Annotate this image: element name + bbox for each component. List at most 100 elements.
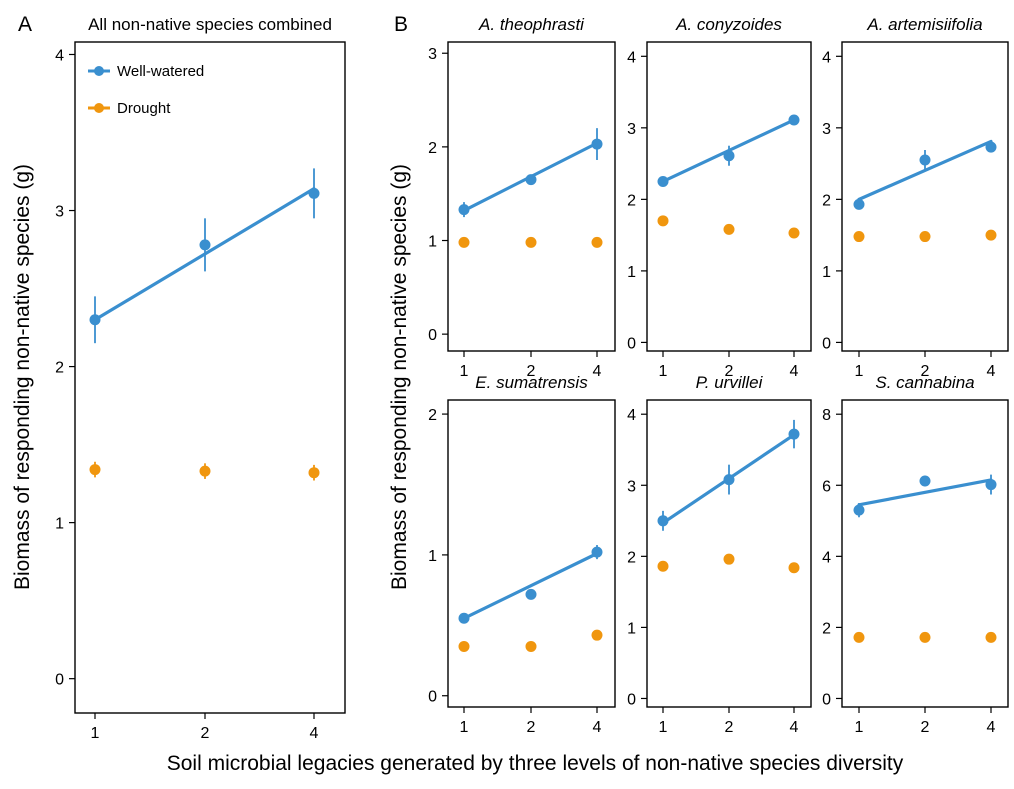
data-point-drought [657,215,669,227]
data-point-drought [919,231,931,243]
data-point-well-watered [985,479,997,491]
panel-letter-b: B [394,13,408,36]
y-tick-label: 1 [627,264,636,281]
x-tick-label: 2 [201,725,210,742]
y-tick-label: 0 [627,691,636,708]
x-tick-label: 4 [593,363,602,380]
y-tick-label: 1 [428,234,437,251]
data-point-drought [458,236,470,248]
x-tick-label: 1 [855,363,864,380]
legend-marker-drought [94,103,104,113]
y-tick-label: 0 [428,689,437,706]
y-tick-label: 3 [428,46,437,63]
data-point-well-watered [89,314,101,326]
data-point-drought [788,227,800,239]
y-tick-label: 2 [55,360,64,377]
y-tick-label: 0 [55,672,64,689]
plot-frame [646,399,812,708]
panel-letter-a: A [18,13,32,36]
y-tick-label: 1 [428,548,437,565]
data-point-well-watered [788,114,800,126]
x-tick-label: 4 [987,719,996,736]
x-tick-label: 1 [659,363,668,380]
legend: Well-watered Drought [88,63,204,117]
data-point-drought [985,631,997,643]
x-tick-label: 4 [987,363,996,380]
data-point-drought [985,229,997,241]
data-point-drought [853,631,865,643]
x-tick-label: 4 [790,719,799,736]
fit-line-well-watered [857,478,993,507]
panel-title: A. artemisiifolia [866,15,982,34]
data-point-well-watered [591,546,603,558]
data-point-drought [788,562,800,574]
x-tick-label: 2 [527,363,536,380]
plot-frame [447,41,616,352]
chart-panel-6: S. cannabina 0 2 4 6 8 1 2 4 [822,373,1009,736]
data-point-well-watered [723,150,735,162]
legend-label-drought: Drought [117,100,171,117]
x-tick-label: 2 [527,719,536,736]
chart-panel-3: A. artemisiifolia 0 1 2 3 4 1 2 4 [822,15,1009,380]
y-tick-label: 2 [428,140,437,157]
panel-title: S. cannabina [875,373,974,392]
y-tick-label: 2 [627,192,636,209]
data-point-well-watered [788,428,800,440]
plot-frame [74,41,346,714]
chart-panel-0: All non-native species combined 0 1 2 3 4 1 2 4 [55,15,346,742]
y-tick-label: 3 [822,121,831,138]
x-tick-label: 1 [460,719,469,736]
data-point-drought [525,236,537,248]
plot-frame [841,399,1009,708]
y-tick-label: 2 [627,549,636,566]
data-point-drought [89,464,101,476]
x-tick-label: 1 [659,719,668,736]
data-point-drought [525,640,537,652]
chart-panel-4: E. sumatrensis 0 1 2 1 2 4 [428,373,616,736]
y-tick-label: 4 [822,549,831,566]
panel-title: A. conyzoides [675,15,782,34]
data-point-well-watered [525,174,537,186]
y-tick-label: 8 [822,407,831,424]
y-tick-label: 4 [55,47,64,64]
x-tick-label: 1 [460,363,469,380]
x-tick-label: 2 [725,719,734,736]
data-point-well-watered [657,175,669,187]
x-tick-label: 1 [91,725,100,742]
y-tick-label: 1 [822,264,831,281]
data-point-drought [919,631,931,643]
chart-panel-1: A. theophrasti 0 1 2 3 1 2 4 [428,15,616,380]
y-tick-label: 2 [822,620,831,637]
data-point-well-watered [458,204,470,216]
legend-label-well-watered: Well-watered [117,63,204,80]
y-tick-label: 4 [822,49,831,66]
data-point-well-watered [657,515,669,527]
x-axis-title: Soil microbial legacies generated by thr… [167,752,904,775]
data-point-drought [308,467,320,479]
plot-frame [646,41,812,352]
plot-frame [447,399,616,708]
data-point-well-watered [853,504,865,516]
y-axis-title-panel-a: Biomass of responding non-native species… [11,164,34,590]
y-tick-label: 0 [822,691,831,708]
data-point-well-watered [199,239,211,251]
data-point-drought [723,553,735,565]
data-point-drought [591,236,603,248]
y-tick-label: 2 [428,407,437,424]
fit-line-well-watered [462,551,599,620]
panel-title: All non-native species combined [88,15,332,34]
chart-panel-2: A. conyzoides 0 1 2 3 4 1 2 4 [627,15,812,380]
y-tick-label: 4 [627,407,636,424]
y-tick-label: 1 [627,620,636,637]
y-tick-label: 0 [627,335,636,352]
panel-title: A. theophrasti [478,15,585,34]
data-point-drought [458,640,470,652]
data-point-well-watered [919,475,931,487]
panel-title: E. sumatrensis [475,373,588,392]
y-tick-label: 0 [428,327,437,344]
data-point-well-watered [591,138,603,150]
data-point-well-watered [853,198,865,210]
data-point-drought [853,231,865,243]
y-tick-label: 1 [55,516,64,533]
